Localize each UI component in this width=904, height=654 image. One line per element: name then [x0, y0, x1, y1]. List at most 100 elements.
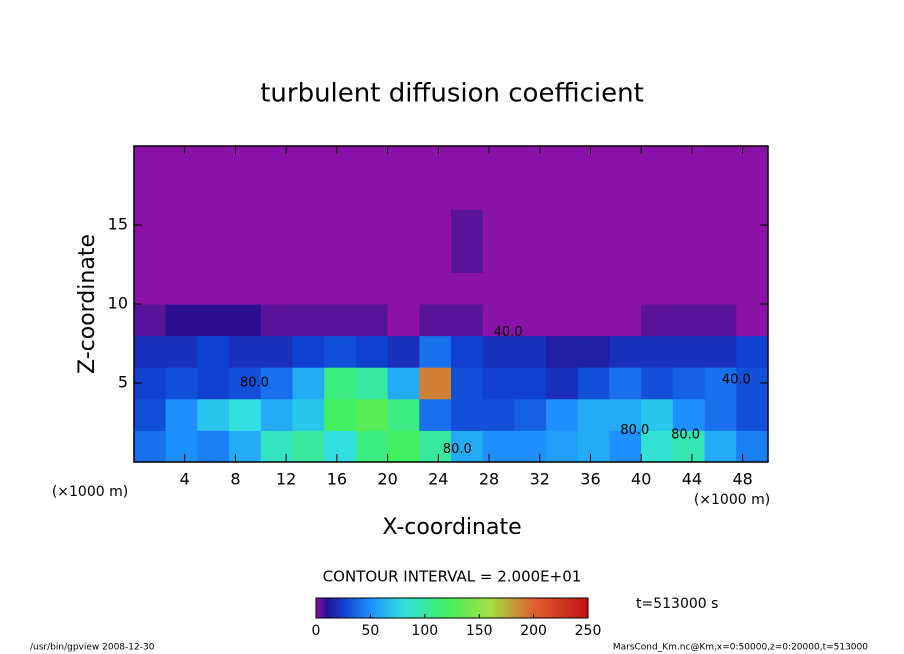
heat-cell [482, 146, 515, 179]
heat-cell [419, 209, 452, 242]
heat-cell [197, 177, 230, 210]
heat-cell [165, 209, 198, 242]
heat-cell [641, 367, 674, 400]
footer: /usr/bin/gpview 2008-12-30 [30, 643, 155, 653]
x-tick-label: 48 [732, 470, 752, 489]
heat-cell [324, 209, 357, 242]
contour-label: 80.0 [443, 442, 472, 457]
heat-cell [419, 335, 452, 368]
heat-cell [482, 240, 515, 273]
heat-cell [514, 367, 547, 400]
heat-cell [577, 272, 610, 305]
heat-cell [451, 177, 484, 210]
heat-cell [355, 240, 389, 273]
heat-cell [197, 146, 230, 179]
heat-cell [609, 209, 642, 242]
heat-cell [324, 335, 357, 368]
heat-cell [419, 240, 452, 273]
heat-cell [482, 304, 515, 337]
heat-cell [324, 304, 357, 337]
heat-cell [514, 304, 547, 337]
heat-cell [451, 398, 484, 431]
heat-cell [229, 304, 262, 337]
heat-cell [260, 335, 293, 368]
colorbar-tick-label: 100 [411, 623, 438, 639]
heat-cell [641, 398, 674, 431]
heat-cell [292, 304, 325, 337]
heat-cell [387, 304, 420, 337]
heat-cell [451, 430, 484, 463]
heat-cell [197, 240, 230, 273]
heat-cell [482, 398, 515, 431]
heat-cell [165, 398, 198, 431]
heat-cell [229, 272, 262, 305]
heat-cell [736, 304, 769, 337]
heat-cell [419, 367, 452, 400]
heat-cell [482, 272, 515, 305]
heat-cell [672, 272, 706, 305]
time-label: t=513000 s [636, 596, 718, 612]
heat-cell [451, 209, 484, 242]
x-tick-label: 16 [327, 470, 347, 489]
heat-cell [546, 177, 579, 210]
heat-cell [419, 146, 452, 179]
heat-cell [609, 367, 642, 400]
heat-cell [419, 430, 452, 463]
heat-cell [577, 335, 610, 368]
heat-cell [736, 335, 769, 368]
x-unit: (×1000 m) [694, 492, 770, 508]
heat-cell [704, 367, 737, 400]
heat-cell [134, 272, 167, 305]
heat-cell [134, 146, 167, 179]
y-tick-label: 15 [108, 215, 128, 234]
heat-cell [387, 398, 420, 431]
x-tick-label: 24 [428, 470, 448, 489]
heat-cell [229, 430, 262, 463]
heat-cell [577, 240, 610, 273]
heat-cell [355, 272, 389, 305]
x-tick-label: 20 [377, 470, 397, 489]
x-tick-label: 12 [276, 470, 296, 489]
heat-cell [482, 367, 515, 400]
heat-cell [736, 177, 769, 210]
heat-cell [260, 177, 293, 210]
colorbar-tick-label: 250 [575, 623, 602, 639]
heat-cell [577, 209, 610, 242]
heat-cell [672, 304, 706, 337]
chart-title: turbulent diffusion coefficient [260, 79, 644, 109]
heat-cell [609, 177, 642, 210]
heat-cell [514, 177, 547, 210]
heat-cell [546, 209, 579, 242]
heat-cell [514, 335, 547, 368]
heat-cell [672, 398, 706, 431]
heat-cell [292, 430, 325, 463]
heat-cell [165, 335, 198, 368]
heat-cell [260, 430, 293, 463]
heat-cell [704, 398, 737, 431]
heat-cell [546, 367, 579, 400]
heat-cell [451, 304, 484, 337]
heat-cell [641, 240, 674, 273]
heat-cell [165, 272, 198, 305]
heat-cell [292, 240, 325, 273]
heat-cell [324, 398, 357, 431]
heat-cell [546, 430, 579, 463]
heat-cell [482, 335, 515, 368]
heat-cell [482, 209, 515, 242]
heat-cell [229, 398, 262, 431]
y-axis-label: Z-coordinate [75, 234, 100, 374]
heat-cell [546, 272, 579, 305]
heat-cell [546, 335, 579, 368]
heat-cell [292, 177, 325, 210]
heat-cell [324, 146, 357, 179]
heat-cell [355, 177, 389, 210]
heat-cell [229, 177, 262, 210]
heat-cell [134, 240, 167, 273]
heat-cell [260, 209, 293, 242]
heat-cell [134, 430, 167, 463]
heat-cell [292, 398, 325, 431]
heat-cell [355, 430, 389, 463]
heat-cell [672, 335, 706, 368]
heat-cell [197, 398, 230, 431]
heat-cell [641, 304, 674, 337]
